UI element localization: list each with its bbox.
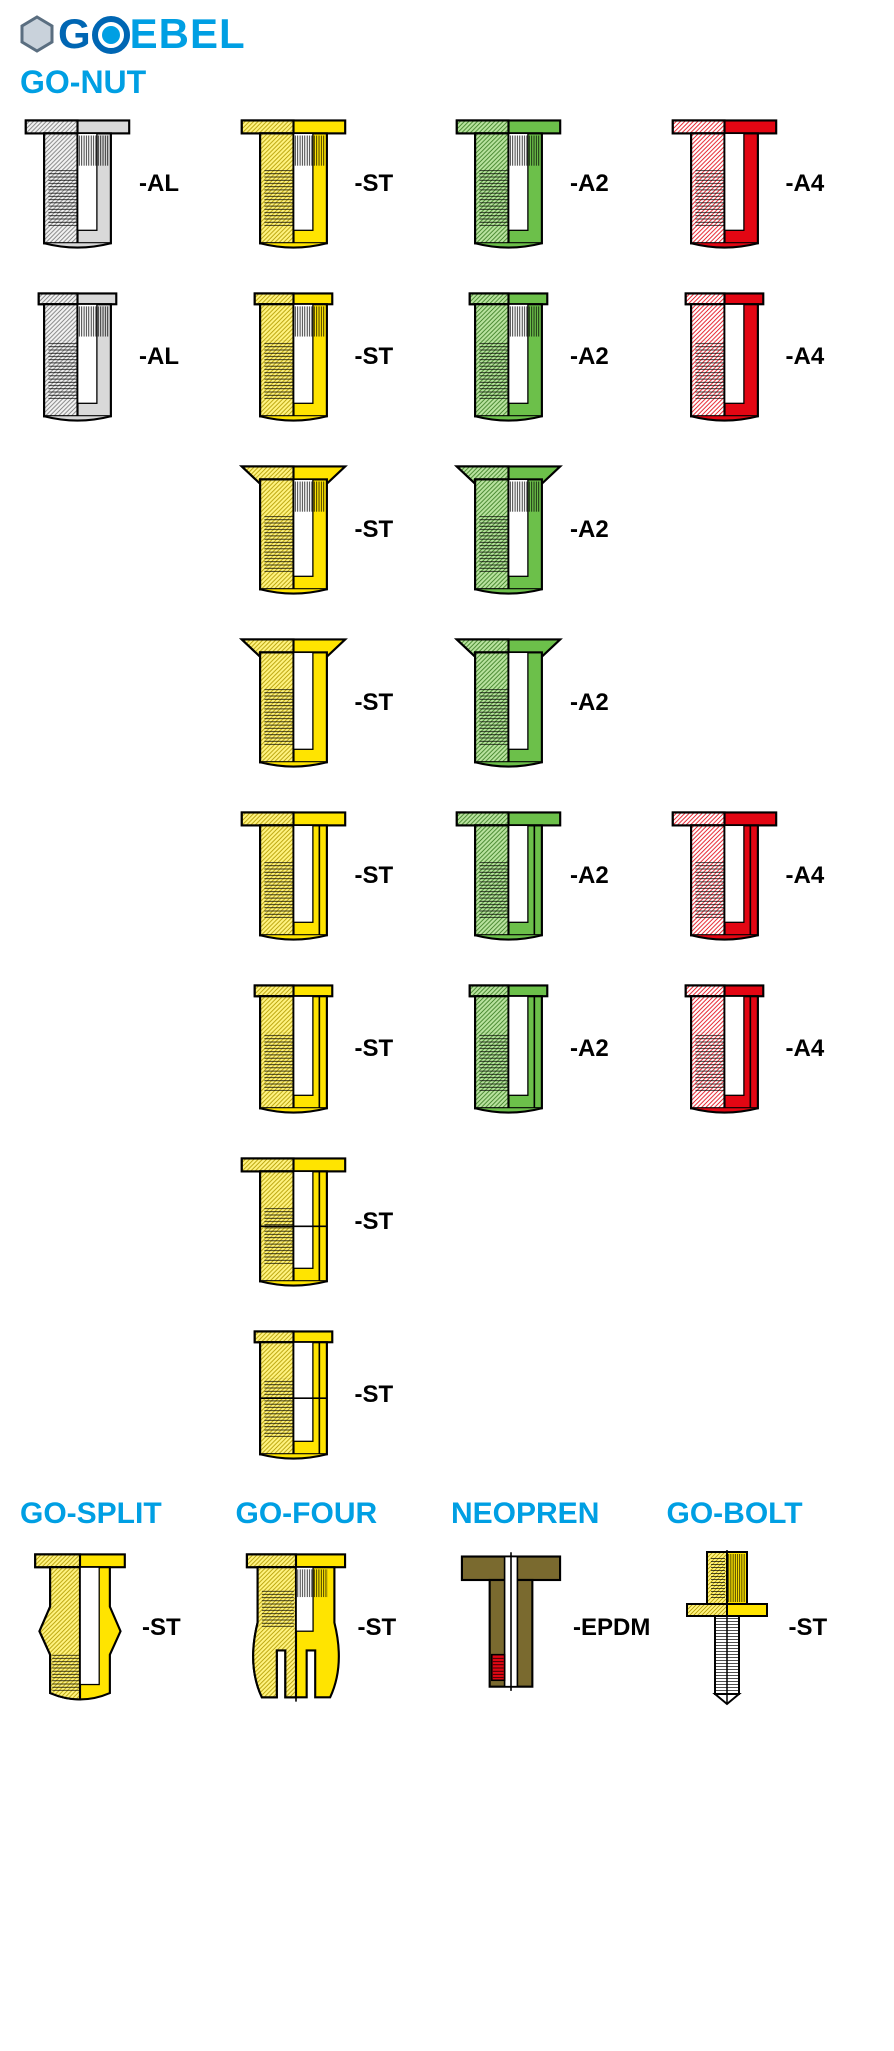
- gonut-cell: -A4: [667, 111, 875, 256]
- gonut-cell: -A2: [451, 457, 659, 602]
- material-label: -A2: [570, 343, 609, 371]
- material-label: -A2: [570, 1035, 609, 1063]
- product-cell: -ST: [667, 1543, 875, 1713]
- gonut-cell: -ST: [236, 284, 444, 429]
- material-label: -ST: [355, 689, 394, 717]
- material-label: -ST: [355, 1208, 394, 1236]
- product-cell: -ST: [20, 1543, 228, 1713]
- gonut-cell: -A4: [667, 284, 875, 429]
- bottom-column: GO-BOLT -ST: [667, 1497, 875, 1713]
- logo-hexagon-icon: [20, 15, 54, 53]
- material-label: -A2: [570, 689, 609, 717]
- section-title: GO-SPLIT: [20, 1497, 228, 1531]
- gonut-cell: -AL: [20, 111, 228, 256]
- material-label: -A2: [570, 170, 609, 198]
- material-label: -AL: [139, 343, 179, 371]
- bottom-column: NEOPREN -EPDM: [451, 1497, 659, 1713]
- product-cell: -ST: [236, 1543, 444, 1713]
- gonut-cell: -A4: [667, 803, 875, 948]
- gonut-cell: -ST: [236, 111, 444, 256]
- section-title: GO-BOLT: [667, 1497, 875, 1531]
- gonut-cell: -A2: [451, 630, 659, 775]
- gonut-grid: -AL -ST -A2 -A4 -AL -ST -A2 -A4 -ST -A2 -ST -A2 -ST -…: [20, 111, 874, 1467]
- gonut-cell: -ST: [236, 803, 444, 948]
- material-label: -ST: [355, 1381, 394, 1409]
- material-label: -A4: [786, 1035, 825, 1063]
- logo-text: GEBEL: [58, 10, 246, 58]
- section-title: NEOPREN: [451, 1497, 659, 1531]
- gonut-cell: -A2: [451, 111, 659, 256]
- brand-logo: GEBEL: [20, 10, 874, 58]
- gonut-cell: -ST: [236, 1149, 444, 1294]
- material-label: -A4: [786, 170, 825, 198]
- material-label: -ST: [355, 1035, 394, 1063]
- product-cell: -EPDM: [451, 1543, 659, 1713]
- material-label: -ST: [789, 1614, 828, 1642]
- section-title: GO-FOUR: [236, 1497, 444, 1531]
- gonut-cell: -ST: [236, 976, 444, 1121]
- material-label: -A2: [570, 862, 609, 890]
- material-label: -ST: [355, 862, 394, 890]
- bottom-column: GO-FOUR -ST: [236, 1497, 444, 1713]
- material-label: -A4: [786, 862, 825, 890]
- gonut-cell: -ST: [236, 457, 444, 602]
- material-label: -A4: [786, 343, 825, 371]
- bottom-row: GO-SPLIT -ST GO-FOUR -ST NEOPREN: [20, 1497, 874, 1713]
- gonut-cell: -A4: [667, 976, 875, 1121]
- section-title-gonut: GO-NUT: [20, 64, 874, 101]
- material-label: -ST: [358, 1614, 397, 1642]
- material-label: -ST: [355, 516, 394, 544]
- material-label: -ST: [355, 343, 394, 371]
- gonut-cell: -A2: [451, 976, 659, 1121]
- material-label: -AL: [139, 170, 179, 198]
- material-label: -ST: [142, 1614, 181, 1642]
- gonut-cell: -A2: [451, 803, 659, 948]
- gonut-cell: -ST: [236, 630, 444, 775]
- bottom-column: GO-SPLIT -ST: [20, 1497, 228, 1713]
- gonut-cell: -A2: [451, 284, 659, 429]
- material-label: -EPDM: [573, 1614, 650, 1642]
- material-label: -ST: [355, 170, 394, 198]
- material-label: -A2: [570, 516, 609, 544]
- gonut-cell: -AL: [20, 284, 228, 429]
- gonut-cell: -ST: [236, 1322, 444, 1467]
